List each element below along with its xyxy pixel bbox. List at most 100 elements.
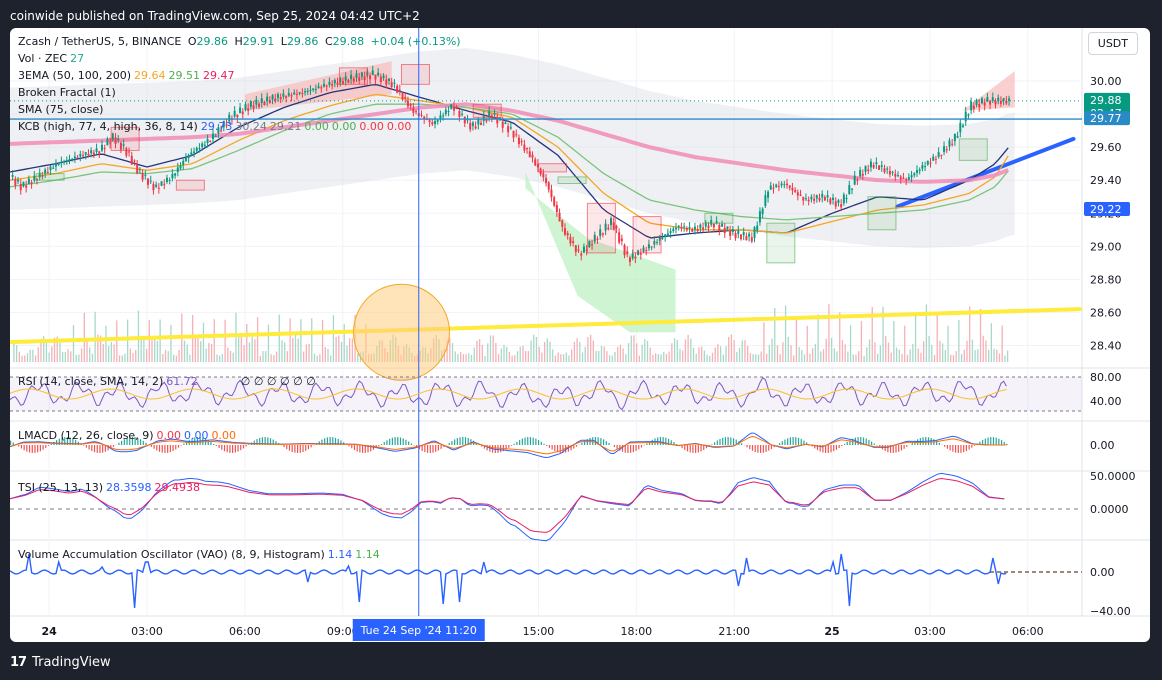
- volume-bar: [484, 355, 486, 362]
- lmacd-hist-bar: [88, 445, 90, 450]
- kcb-legend[interactable]: KCB (high, 77, 4, high, 36, 8, 14) 29.73 3…: [18, 120, 414, 133]
- candle-body: [374, 74, 377, 80]
- volume-bar: [302, 351, 305, 362]
- volume-bar: [330, 355, 332, 362]
- volume-bar: [633, 335, 635, 362]
- volume-bar: [568, 355, 570, 362]
- lmacd-hist-bar: [364, 445, 366, 453]
- sma-legend[interactable]: SMA (75, close): [18, 103, 106, 116]
- volume-bar: [752, 354, 754, 362]
- ema-legend[interactable]: 3EMA (50, 100, 200) 29.64 29.51 29.47: [18, 69, 238, 82]
- candle-body: [385, 79, 388, 85]
- footer-brand[interactable]: TradingView: [32, 655, 111, 670]
- candle-body: [44, 169, 47, 174]
- volume-bar: [793, 355, 795, 362]
- lmacd-hist-bar: [483, 445, 486, 449]
- candle-body: [934, 158, 937, 160]
- volume-bar: [270, 354, 272, 362]
- lmacd-hist-bar: [581, 442, 583, 445]
- price-tick-label: 30.00: [1090, 75, 1122, 88]
- vol-legend[interactable]: Vol · ZEC 27: [18, 52, 87, 65]
- volume-bar: [944, 349, 946, 362]
- candle-body: [11, 175, 14, 177]
- time-tick-label: 21:00: [718, 625, 750, 638]
- volume-bar: [901, 353, 903, 362]
- volume-bar: [316, 355, 318, 362]
- lmacd-hist-bar: [903, 445, 905, 449]
- rsi-value: 61.72: [166, 375, 198, 388]
- candle-body: [1002, 98, 1005, 101]
- lmacd-hist-bar: [432, 445, 434, 453]
- volume-bar: [221, 353, 224, 362]
- lmacd-hist-bar: [31, 445, 33, 453]
- volume-bar: [208, 343, 210, 362]
- volume-bar: [874, 342, 876, 362]
- crosshair-time-badge: [352, 619, 485, 641]
- volume-bar: [665, 353, 668, 362]
- volume-bar: [603, 346, 605, 362]
- lmacd-hist-bar: [751, 445, 754, 451]
- candle-body: [377, 72, 380, 76]
- volume-bar: [573, 341, 576, 362]
- candle-body: [434, 120, 437, 124]
- crosshair-time-text: Tue 24 Sep '24 11:20: [360, 624, 477, 637]
- volume-bar: [110, 341, 113, 362]
- highlight-circle: [352, 283, 450, 381]
- volume-bar: [855, 354, 857, 362]
- volume-bar: [34, 355, 37, 362]
- volume-bar: [730, 334, 733, 362]
- candle-body: [57, 164, 60, 166]
- chart-card[interactable]: 30.0029.8029.6029.4029.2029.0028.8028.60…: [10, 28, 1150, 642]
- lmacd-hist-bar: [554, 445, 556, 452]
- price-tick-label: 29.00: [1090, 240, 1122, 253]
- candle-body: [344, 76, 347, 81]
- currency-button[interactable]: USDT: [1087, 32, 1138, 55]
- volume-bar: [749, 353, 752, 362]
- tsi-legend[interactable]: TSI (25, 13, 13) 28.3598 29.4938: [18, 481, 203, 494]
- volume-bar: [126, 319, 129, 362]
- candle-body: [899, 176, 902, 179]
- candle-body: [829, 198, 832, 204]
- candle-body: [25, 185, 28, 188]
- lmacd-hist-bar: [66, 437, 69, 445]
- kcb5-value: 0.00: [331, 120, 357, 133]
- candle-body: [688, 227, 691, 229]
- volume-bar: [262, 351, 264, 362]
- volume-bar: [963, 349, 965, 362]
- chart-svg[interactable]: 30.0029.8029.6029.4029.2029.0028.8028.60…: [10, 28, 1150, 642]
- rsi-legend[interactable]: RSI (14, close, SMA, 14, 2) 61.72 ∅ ∅ ∅ ∅ …: [18, 375, 319, 388]
- candle-body: [764, 195, 767, 206]
- lmacd-hist-bar: [256, 439, 258, 445]
- candle-body: [406, 100, 409, 107]
- lmacd-hist-bar: [592, 437, 594, 445]
- candle-body: [117, 138, 120, 141]
- volume-bar: [210, 343, 213, 362]
- candle-body: [526, 147, 529, 150]
- lmacd-hist-bar: [787, 438, 789, 445]
- volume-bar: [519, 346, 521, 362]
- volume-bar: [839, 312, 841, 362]
- volume-bar: [135, 349, 137, 362]
- volume-bar: [121, 355, 123, 362]
- lmacd-hist-bar: [332, 437, 334, 445]
- lmacd-hist-bar: [305, 445, 307, 451]
- candle-body: [339, 78, 342, 82]
- volume-bar: [300, 319, 302, 362]
- volume-bar: [72, 325, 75, 362]
- lmacd-hist-bar: [516, 441, 518, 445]
- volume-bar: [313, 353, 316, 362]
- fractal-legend[interactable]: Broken Fractal (1): [18, 86, 119, 99]
- candle-body: [883, 168, 886, 173]
- candle-body: [33, 175, 36, 181]
- volume-bar: [614, 351, 616, 362]
- volume-bar: [105, 325, 107, 362]
- lmacd-hist-bar: [118, 442, 120, 445]
- lmacd-legend[interactable]: LMACD (12, 26, close, 9) 0.00 0.00 0.00: [18, 429, 239, 442]
- vao-legend[interactable]: Volume Accumulation Oscillator (VAO) (8,…: [18, 548, 383, 561]
- tsi-signal-line: [10, 477, 1005, 533]
- lmacd-hist-bar: [275, 441, 277, 445]
- lmacd-hist-bar: [58, 438, 60, 445]
- candle-body: [106, 139, 109, 146]
- volume-bar: [947, 325, 949, 362]
- candle-body: [239, 107, 242, 114]
